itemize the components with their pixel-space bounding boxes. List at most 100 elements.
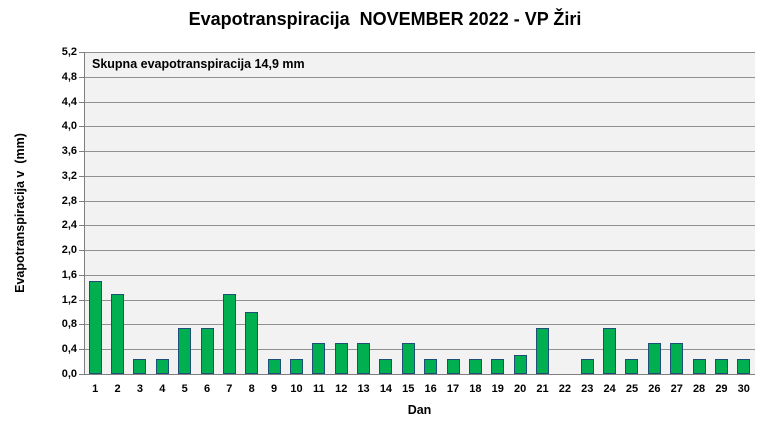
x-tick-label-15: 15	[402, 383, 415, 395]
y-tick-label-2,8: 2,8	[61, 194, 77, 207]
x-tick-label-29: 29	[715, 383, 728, 395]
y-tick-label-4,0: 4,0	[61, 120, 77, 133]
y-tick-1,6	[79, 274, 84, 276]
y-tick-0,0	[79, 374, 84, 375]
chart-title: Evapotranspiracija NOVEMBER 2022 - VP Ži…	[188, 9, 582, 29]
bar-day-24	[603, 327, 617, 374]
x-tick-label-21: 21	[536, 383, 549, 395]
y-tick-label-0,0: 0,0	[61, 368, 77, 380]
x-tick-label-28: 28	[692, 383, 706, 395]
bar-day-2	[111, 293, 125, 374]
x-tick-label-20: 20	[514, 383, 527, 395]
bar-day-15	[401, 343, 415, 374]
x-tick-label-23: 23	[581, 383, 594, 395]
y-tick-2,4	[79, 225, 84, 227]
bar-day-8	[245, 312, 259, 374]
y-tick-3,2	[79, 175, 84, 177]
gridline-3,6	[84, 151, 755, 153]
bar-day-4	[155, 358, 169, 374]
y-tick-4,4	[79, 101, 84, 103]
x-axis-line	[79, 374, 755, 375]
x-tick-label-16: 16	[424, 383, 437, 395]
x-tick-label-19: 19	[491, 383, 504, 395]
bar-day-26	[647, 343, 661, 374]
y-axis-line	[84, 52, 85, 374]
y-tick-4,8	[79, 76, 84, 78]
x-axis-title: Dan	[407, 403, 432, 417]
bar-day-10	[289, 358, 303, 374]
x-tick-label-3: 3	[136, 383, 143, 395]
x-tick-label-10: 10	[290, 383, 303, 395]
x-tick-label-30: 30	[737, 383, 750, 395]
total-annotation: Skupna evapotranspiracija 14,9 mm	[92, 57, 305, 71]
x-tick-label-4: 4	[159, 383, 166, 395]
y-tick-5,2	[79, 52, 84, 53]
bar-day-20	[513, 355, 527, 374]
y-tick-label-2,4: 2,4	[61, 219, 77, 232]
gridline-4,4	[84, 101, 755, 103]
bar-day-16	[424, 358, 438, 374]
x-tick-label-6: 6	[203, 383, 211, 395]
bar-day-14	[379, 358, 393, 374]
bar-day-21	[536, 327, 550, 374]
gridline-2,8	[84, 200, 755, 202]
x-tick-label-9: 9	[271, 383, 278, 395]
gridline-0,8	[84, 324, 755, 326]
x-tick-label-27: 27	[670, 383, 683, 395]
x-tick-label-25: 25	[625, 383, 639, 395]
gridline-5,2	[84, 52, 755, 53]
bar-day-5	[178, 327, 192, 374]
x-tick-label-24: 24	[603, 383, 616, 395]
y-tick-2,8	[79, 200, 84, 202]
bar-day-25	[625, 358, 639, 374]
bar-day-13	[357, 343, 371, 374]
y-tick-3,6	[79, 151, 84, 153]
bar-day-30	[737, 358, 751, 374]
y-tick-label-0,8: 0,8	[61, 318, 77, 331]
y-tick-0,8	[79, 324, 84, 326]
y-tick-label-4,4: 4,4	[61, 95, 77, 108]
y-tick-1,2	[79, 299, 84, 301]
y-tick-2,0	[79, 250, 84, 252]
x-tick-label-11: 11	[313, 383, 325, 395]
bar-day-18	[468, 358, 482, 374]
bar-day-17	[446, 358, 460, 374]
bar-day-9	[267, 358, 281, 374]
gridline-3,2	[84, 175, 755, 177]
bar-day-27	[670, 343, 684, 374]
bar-day-3	[133, 358, 147, 374]
y-tick-label-3,6: 3,6	[61, 145, 77, 158]
gridline-2,0	[84, 250, 755, 252]
gridline-0,4	[84, 349, 755, 351]
bar-day-29	[714, 358, 728, 374]
y-tick-label-3,2: 3,2	[61, 169, 77, 182]
gridline-4,8	[84, 76, 755, 78]
x-tick-label-12: 12	[335, 383, 348, 395]
bar-day-1	[88, 281, 102, 374]
bar-day-19	[491, 358, 505, 374]
y-tick-label-1,2: 1,2	[61, 293, 77, 306]
x-tick-label-17: 17	[446, 383, 460, 395]
x-tick-label-7: 7	[226, 383, 233, 395]
x-tick-label-8: 8	[248, 383, 255, 395]
x-tick-label-2: 2	[114, 383, 121, 395]
bar-day-6	[200, 327, 214, 374]
bar-day-23	[580, 358, 594, 374]
y-tick-4,0	[79, 126, 84, 128]
bar-day-11	[312, 343, 326, 374]
plot-area: Skupna evapotranspiracija 14,9 mm	[84, 52, 755, 374]
gridline-4,0	[84, 126, 755, 128]
gridline-2,4	[84, 225, 755, 227]
y-tick-label-1,6: 1,6	[61, 268, 77, 281]
gridline-1,2	[84, 299, 755, 301]
gridline-1,6	[84, 274, 755, 276]
y-tick-label-0,4: 0,4	[61, 343, 77, 356]
x-tick-label-1: 1	[92, 383, 99, 395]
y-tick-label-5,2: 5,2	[61, 46, 77, 58]
x-tick-label-26: 26	[648, 383, 661, 395]
x-tick-label-14: 14	[379, 383, 393, 395]
x-tick-label-13: 13	[357, 383, 370, 395]
x-tick-label-18: 18	[469, 383, 482, 395]
y-tick-label-4,8: 4,8	[61, 70, 77, 83]
